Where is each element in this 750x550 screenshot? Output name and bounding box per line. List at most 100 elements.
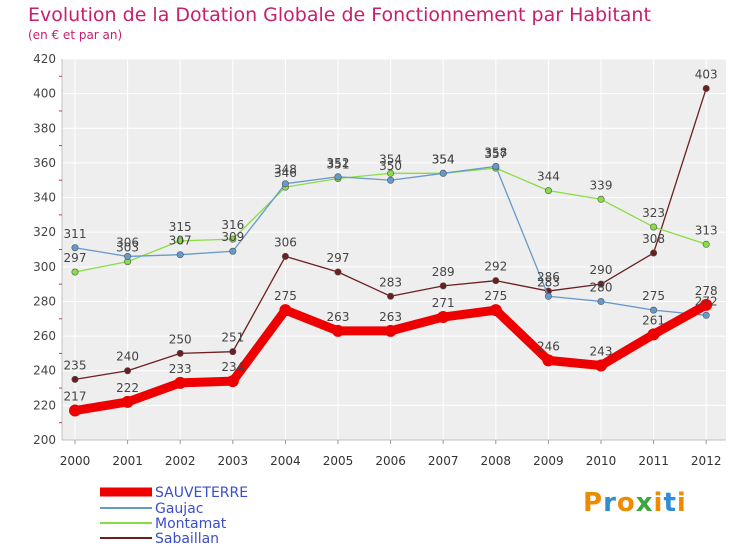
data-point-montamat [650, 223, 658, 231]
y-tick-label: 340 [33, 191, 56, 205]
legend-label-sabaillan: Sabaillan [155, 531, 219, 547]
data-label-gaujac: 306 [116, 235, 139, 249]
data-point-montamat [597, 195, 605, 203]
data-label-sauveterre: 263 [379, 310, 402, 324]
y-tick-label: 320 [33, 225, 56, 239]
x-tick-label: 2003 [218, 454, 249, 468]
y-tick-label: 400 [33, 87, 56, 101]
data-label-montamat: 351 [327, 157, 350, 171]
x-tick-label: 2011 [638, 454, 669, 468]
data-point-montamat [176, 237, 184, 245]
data-label-montamat: 323 [642, 206, 665, 220]
legend-label-montamat: Montamat [155, 516, 227, 532]
data-point-montamat [71, 268, 79, 276]
data-point-gaujac [124, 252, 132, 260]
data-label-sauveterre: 275 [484, 289, 507, 303]
data-point-sabaillan [387, 292, 395, 300]
x-tick-label: 2008 [481, 454, 512, 468]
proxiti-logo: Proxiti [583, 488, 687, 518]
data-label-montamat: 316 [221, 218, 244, 232]
data-label-sabaillan: 306 [274, 235, 297, 249]
data-label-sabaillan: 289 [432, 265, 455, 279]
data-label-gaujac: 283 [537, 275, 560, 289]
data-point-sabaillan [334, 268, 342, 276]
x-tick-label: 2006 [375, 454, 406, 468]
data-point-sabaillan [229, 348, 237, 356]
data-point-sauveterre [279, 304, 292, 317]
data-label-montamat: 315 [169, 220, 192, 234]
data-label-sabaillan: 308 [642, 232, 665, 246]
data-point-sabaillan [702, 84, 710, 92]
plot-area [62, 59, 726, 440]
data-point-sabaillan [124, 367, 132, 375]
data-label-gaujac: 358 [484, 145, 507, 159]
data-point-sauveterre [489, 304, 502, 317]
data-label-sauveterre: 261 [642, 313, 665, 327]
data-label-gaujac: 352 [327, 156, 350, 170]
data-label-sabaillan: 251 [221, 331, 244, 345]
data-label-montamat: 339 [590, 178, 613, 192]
data-point-gaujac [334, 173, 342, 181]
data-point-montamat [387, 169, 395, 177]
data-point-sauveterre [332, 324, 344, 337]
chart-subtitle: (en € et par an) [28, 28, 123, 42]
data-point-sauveterre [542, 354, 555, 367]
data-point-gaujac [702, 311, 710, 319]
data-label-sauveterre: 263 [327, 310, 350, 324]
x-tick-label: 2007 [428, 454, 459, 468]
data-label-gaujac: 280 [590, 280, 613, 294]
data-label-gaujac: 272 [695, 294, 718, 308]
data-point-gaujac [387, 176, 395, 184]
y-tick-label: 200 [33, 433, 56, 447]
data-label-montamat: 297 [64, 251, 87, 265]
data-label-sabaillan: 235 [64, 358, 87, 372]
y-tick-label: 240 [33, 364, 56, 378]
data-point-sauveterre [384, 324, 397, 337]
data-point-sabaillan [71, 375, 79, 383]
data-label-montamat: 346 [274, 166, 297, 180]
data-point-sabaillan [176, 349, 184, 357]
y-tick-label: 260 [33, 329, 56, 343]
data-label-gaujac: 350 [379, 159, 402, 173]
x-tick-label: 2005 [323, 454, 354, 468]
data-label-montamat: 313 [695, 223, 718, 237]
data-point-sauveterre [595, 359, 607, 372]
data-point-sabaillan [439, 282, 447, 290]
data-label-sabaillan: 250 [169, 332, 192, 346]
data-label-sabaillan: 283 [379, 275, 402, 289]
y-tick-label: 360 [33, 156, 56, 170]
data-label-sabaillan: 240 [116, 350, 139, 364]
data-point-gaujac [597, 297, 605, 305]
data-point-sauveterre [647, 328, 660, 341]
x-tick-label: 2010 [586, 454, 617, 468]
data-point-sabaillan [597, 280, 605, 288]
data-label-gaujac: 309 [221, 230, 244, 244]
x-tick-label: 2004 [270, 454, 301, 468]
data-label-montamat: 357 [484, 147, 507, 161]
data-point-montamat [229, 235, 237, 243]
x-tick-label: 2009 [533, 454, 564, 468]
data-label-sauveterre: 233 [169, 362, 192, 376]
data-label-sauveterre: 222 [116, 381, 139, 395]
data-label-gaujac: 307 [169, 234, 192, 248]
data-point-gaujac [281, 180, 289, 188]
data-point-sauveterre [174, 376, 187, 389]
data-point-gaujac [176, 251, 184, 259]
y-tick-label: 380 [33, 121, 56, 135]
data-point-montamat [544, 187, 552, 195]
data-point-gaujac [492, 162, 500, 170]
chart-title: Evolution de la Dotation Globale de Fonc… [28, 4, 651, 26]
x-tick-label: 2012 [691, 454, 722, 468]
data-point-sauveterre [437, 311, 450, 324]
data-point-sabaillan [281, 252, 289, 260]
data-label-sauveterre: 275 [274, 289, 297, 303]
data-point-montamat [702, 240, 710, 248]
data-label-gaujac: 311 [64, 227, 87, 241]
data-label-gaujac: 354 [432, 152, 455, 166]
y-tick-label: 280 [33, 294, 56, 308]
y-tick-label: 220 [33, 398, 56, 412]
data-label-montamat: 303 [116, 241, 139, 255]
legend-label-sauveterre: SAUVETERRE [155, 485, 248, 501]
data-label-montamat: 344 [537, 170, 560, 184]
